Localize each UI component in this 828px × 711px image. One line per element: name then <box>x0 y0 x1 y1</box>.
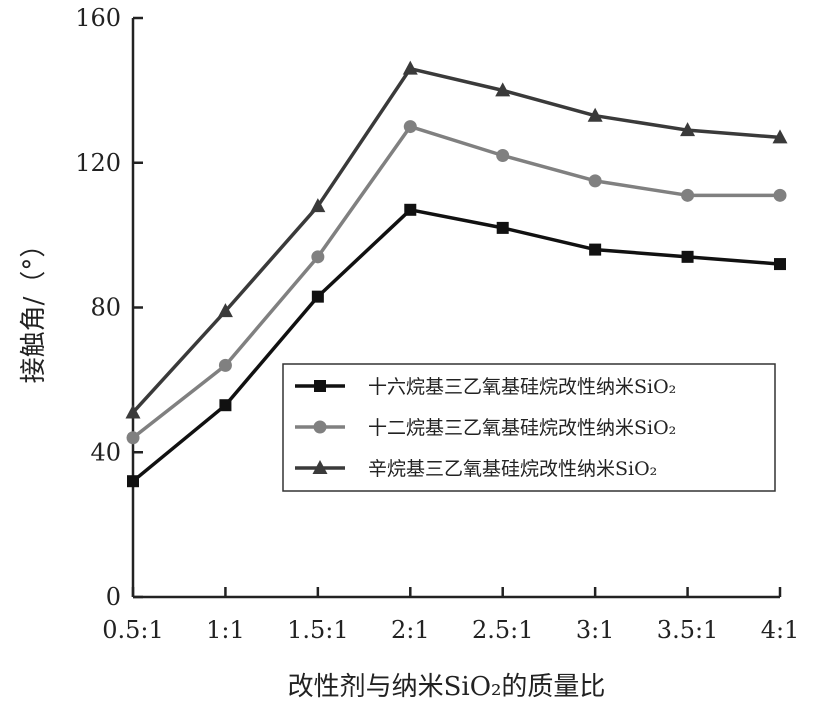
y-tick-label: 160 <box>75 4 121 32</box>
data-point <box>127 475 139 488</box>
series-line <box>131 66 781 414</box>
data-point <box>311 290 324 303</box>
legend-item: 十六烷基三乙氧基硅烷改性纳米SiO₂ <box>295 376 676 398</box>
legend-marker <box>312 460 328 474</box>
data-point <box>404 203 417 216</box>
data-point <box>496 149 510 163</box>
x-tick-label: 1:1 <box>206 616 245 644</box>
series-3 <box>125 60 788 419</box>
data-point <box>680 122 696 137</box>
legend-marker <box>314 380 326 392</box>
data-point <box>126 431 140 445</box>
series-line <box>131 124 780 440</box>
legend: 十六烷基三乙氧基硅烷改性纳米SiO₂ 十二烷基三乙氧基硅烷改性纳米SiO₂ 辛烷基三… <box>282 363 776 492</box>
data-point <box>219 399 232 412</box>
data-point <box>681 188 695 202</box>
y-tick-label: 0 <box>106 583 121 611</box>
y-ticks: 0 40 80 120 160 <box>75 4 143 611</box>
legend-label: 辛烷基三乙氧基硅烷改性纳米SiO₂ <box>368 458 657 480</box>
data-point <box>403 120 417 134</box>
x-tick-label: 2.5:1 <box>472 616 534 644</box>
data-point <box>125 404 141 419</box>
series-line <box>131 208 781 483</box>
x-ticks: 0.5:1 1:1 1.5:1 2:1 2.5:1 3:1 3.5:1 4:1 <box>102 587 799 644</box>
series-2 <box>126 120 787 445</box>
series-layer <box>125 60 788 488</box>
data-point <box>589 243 602 256</box>
data-point <box>495 82 511 97</box>
data-point <box>772 129 788 144</box>
legend-label: 十六烷基三乙氧基硅烷改性纳米SiO₂ <box>368 376 676 398</box>
legend-item: 十二烷基三乙氧基硅烷改性纳米SiO₂ <box>295 417 676 439</box>
y-tick-label: 80 <box>90 294 121 322</box>
data-point <box>773 188 787 202</box>
legend-marker <box>313 420 327 434</box>
x-tick-label: 3:1 <box>576 616 615 644</box>
data-point <box>218 358 232 372</box>
x-tick-label: 3.5:1 <box>657 616 719 644</box>
y-tick-label: 120 <box>75 149 121 177</box>
legend-item: 辛烷基三乙氧基硅烷改性纳米SiO₂ <box>295 458 657 480</box>
data-point <box>310 198 326 213</box>
data-point <box>496 221 509 234</box>
data-point <box>681 250 694 263</box>
x-axis-title: 改性剂与纳米SiO₂的质量比 <box>288 672 606 702</box>
data-point <box>588 174 602 188</box>
data-point <box>402 60 418 75</box>
y-axis-title: 接触角/（°） <box>19 232 49 384</box>
data-point <box>587 107 603 122</box>
series-1 <box>127 203 786 488</box>
data-point <box>774 258 786 271</box>
x-tick-label: 1.5:1 <box>287 616 349 644</box>
x-tick-label: 2:1 <box>391 616 430 644</box>
legend-label: 十二烷基三乙氧基硅烷改性纳米SiO₂ <box>368 417 676 439</box>
x-tick-label: 4:1 <box>761 616 800 644</box>
data-point <box>311 250 325 264</box>
y-tick-label: 40 <box>90 438 121 466</box>
legend-box <box>282 363 776 492</box>
x-tick-label: 0.5:1 <box>102 616 164 644</box>
data-point <box>217 303 233 318</box>
